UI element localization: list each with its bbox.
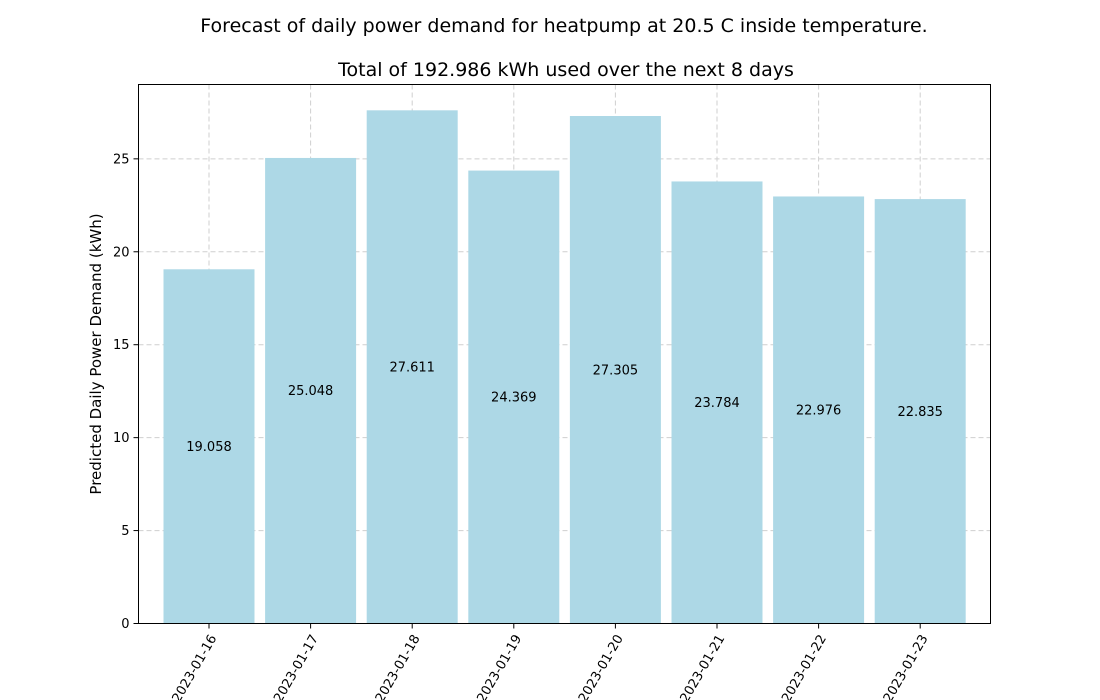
x-tick-label: 2023-01-21 bbox=[678, 632, 729, 700]
data-label: 23.784 bbox=[694, 396, 740, 411]
data-label: 24.369 bbox=[491, 391, 537, 406]
x-tick-label: 2023-01-18 bbox=[373, 632, 424, 700]
chart-subtitle: Total of 192.986 kWh used over the next … bbox=[337, 59, 794, 81]
bars bbox=[163, 110, 966, 624]
bar-2023-01-16 bbox=[163, 269, 255, 624]
bar-2023-01-23 bbox=[874, 199, 966, 624]
data-label: 19.058 bbox=[186, 440, 232, 455]
data-labels: 19.058 25.048 27.611 24.369 27.305 23.784 22.9… bbox=[186, 360, 943, 454]
bar-2023-01-18 bbox=[366, 110, 458, 624]
data-label: 27.611 bbox=[389, 360, 435, 375]
y-tick-label: 25 bbox=[113, 152, 130, 167]
y-axis-label: Predicted Daily Power Demand (kWh) bbox=[87, 213, 105, 494]
data-label: 22.976 bbox=[796, 403, 842, 418]
bar-2023-01-21 bbox=[671, 181, 763, 624]
bar-2023-01-19 bbox=[468, 170, 560, 624]
bar-2023-01-20 bbox=[569, 116, 661, 624]
plot-frame bbox=[138, 84, 991, 624]
x-tick-label: 2023-01-16 bbox=[170, 632, 221, 700]
x-tick-label: 2023-01-17 bbox=[271, 632, 322, 700]
data-label: 25.048 bbox=[288, 384, 334, 399]
y-tick-label: 5 bbox=[121, 524, 129, 539]
data-label: 27.305 bbox=[593, 363, 639, 378]
y-tick-label: 0 bbox=[121, 617, 129, 632]
bar-2023-01-22 bbox=[773, 196, 865, 624]
bar-2023-01-17 bbox=[265, 157, 357, 624]
data-label: 22.835 bbox=[897, 405, 943, 420]
x-tick-label: 2023-01-19 bbox=[474, 632, 525, 700]
y-tick-label: 20 bbox=[113, 245, 130, 260]
x-tick-label: 2023-01-22 bbox=[779, 632, 830, 700]
y-tick-label: 10 bbox=[113, 431, 130, 446]
x-tick-label: 2023-01-23 bbox=[881, 632, 932, 700]
x-tick-label: 2023-01-20 bbox=[576, 632, 627, 700]
y-tick-label: 15 bbox=[113, 338, 130, 353]
chart-title: Forecast of daily power demand for heatp… bbox=[200, 15, 927, 37]
